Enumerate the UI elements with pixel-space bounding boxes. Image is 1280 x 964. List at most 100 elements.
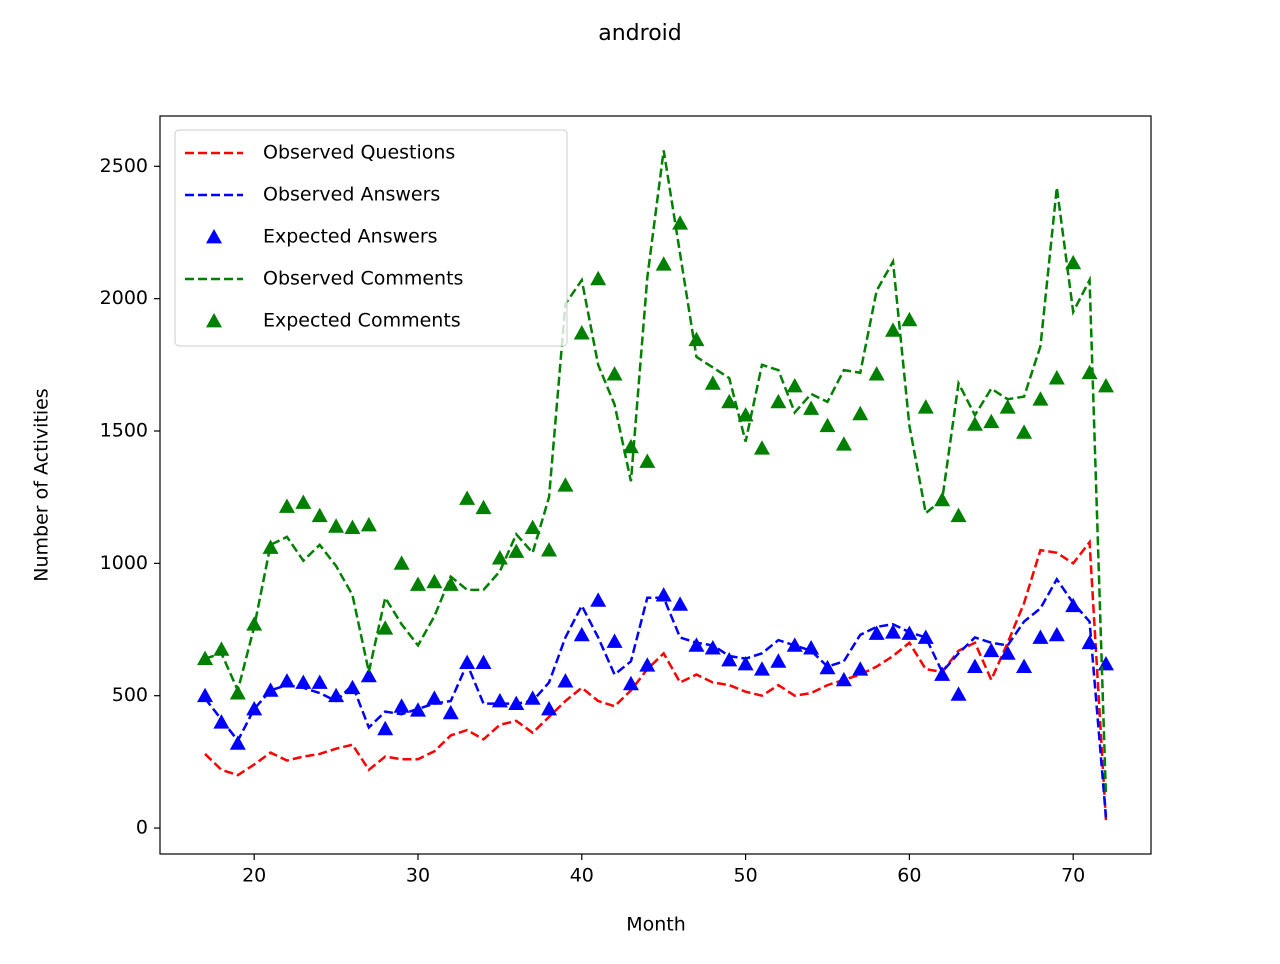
- marker: [590, 270, 607, 286]
- marker: [278, 673, 295, 688]
- marker: [770, 393, 787, 409]
- y-tick-label: 0: [136, 817, 148, 839]
- marker: [213, 714, 230, 729]
- marker: [901, 625, 918, 640]
- chart-title: android: [598, 21, 682, 46]
- marker: [934, 666, 951, 681]
- marker: [508, 543, 525, 558]
- marker: [229, 735, 246, 750]
- marker: [688, 637, 705, 652]
- marker: [541, 700, 558, 716]
- marker: [1032, 391, 1049, 406]
- marker: [442, 704, 459, 720]
- y-tick-label: 2000: [100, 287, 148, 309]
- x-tick-label: 70: [1061, 865, 1085, 887]
- marker: [344, 519, 361, 535]
- marker: [1081, 634, 1098, 650]
- marker: [885, 322, 902, 337]
- x-tick-label: 40: [570, 865, 594, 887]
- marker: [639, 453, 656, 468]
- marker: [475, 654, 492, 670]
- marker: [557, 673, 574, 688]
- marker: [950, 507, 967, 523]
- marker: [737, 655, 754, 671]
- marker: [1016, 424, 1033, 439]
- marker: [229, 685, 246, 700]
- marker: [197, 687, 214, 703]
- x-tick-label: 20: [242, 865, 266, 887]
- marker: [655, 256, 672, 271]
- marker: [737, 407, 754, 422]
- marker: [1065, 254, 1082, 270]
- marker: [491, 550, 508, 565]
- y-tick-label: 2500: [100, 155, 148, 177]
- marker: [328, 687, 345, 703]
- marker: [819, 417, 836, 433]
- marker: [999, 399, 1016, 414]
- x-tick-label: 60: [897, 865, 921, 887]
- marker: [426, 573, 443, 589]
- marker: [197, 650, 214, 666]
- marker: [999, 645, 1016, 660]
- marker: [721, 651, 738, 667]
- marker: [835, 436, 852, 451]
- marker: [753, 661, 770, 676]
- marker: [246, 616, 263, 631]
- y-tick-label: 1000: [100, 552, 148, 574]
- marker: [1048, 370, 1065, 385]
- marker: [426, 690, 443, 705]
- marker: [1081, 364, 1098, 380]
- marker: [852, 405, 869, 421]
- marker: [393, 555, 410, 570]
- marker: [983, 413, 1000, 429]
- marker: [606, 366, 623, 381]
- marker: [721, 393, 738, 409]
- marker: [704, 375, 721, 390]
- marker: [475, 499, 492, 515]
- marker: [868, 366, 885, 381]
- marker: [1065, 597, 1082, 613]
- marker: [1016, 658, 1033, 673]
- marker: [524, 690, 541, 705]
- marker: [360, 516, 377, 532]
- x-tick-label: 30: [406, 865, 430, 887]
- marker: [803, 400, 820, 415]
- marker: [622, 675, 639, 691]
- marker: [934, 491, 951, 507]
- marker: [672, 215, 689, 230]
- marker: [819, 659, 836, 675]
- marker: [803, 640, 820, 655]
- marker: [573, 325, 590, 340]
- marker: [311, 674, 328, 689]
- marker: [655, 587, 672, 602]
- marker: [622, 438, 639, 454]
- marker: [835, 671, 852, 687]
- marker: [868, 625, 885, 640]
- marker: [885, 624, 902, 639]
- marker: [639, 657, 656, 672]
- series-line: [204, 150, 1108, 797]
- marker: [852, 661, 869, 676]
- marker: [262, 539, 279, 554]
- marker: [688, 331, 705, 347]
- marker: [524, 519, 541, 535]
- legend-marker: [206, 313, 222, 328]
- marker: [295, 494, 312, 509]
- legend-label: Expected Comments: [263, 310, 461, 332]
- legend-label: Observed Answers: [263, 184, 440, 206]
- y-tick-label: 500: [112, 684, 148, 706]
- marker: [213, 641, 230, 656]
- marker: [704, 640, 721, 655]
- marker: [966, 416, 983, 431]
- marker: [459, 490, 476, 505]
- marker: [328, 518, 345, 533]
- marker: [491, 693, 508, 708]
- marker: [950, 686, 967, 701]
- marker: [983, 642, 1000, 658]
- marker: [393, 698, 410, 713]
- marker: [278, 498, 295, 513]
- series-line: [204, 538, 1108, 821]
- marker: [1048, 626, 1065, 642]
- marker: [1032, 629, 1049, 644]
